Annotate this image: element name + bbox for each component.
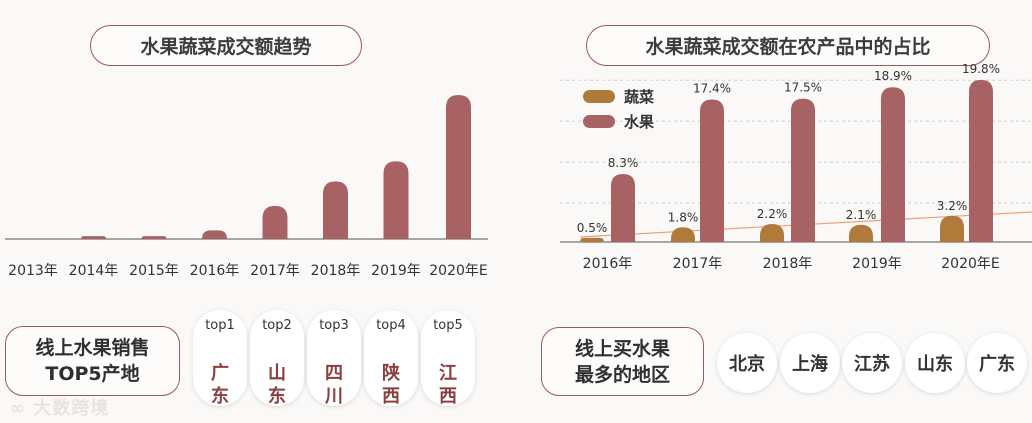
vegetable-bar xyxy=(671,227,695,242)
watermark-logo: ∞ 大数跨境 xyxy=(10,398,110,419)
top5-tag-top3: top3 四川 xyxy=(307,310,361,407)
trend-x-label: 2014年 xyxy=(69,263,119,279)
share-x-label: 2019年 xyxy=(852,256,902,272)
region-circle: 北京 xyxy=(717,333,777,393)
trend-bar xyxy=(141,236,167,239)
top5-rank-label: top1 xyxy=(205,318,235,333)
fruit-bar xyxy=(700,99,724,242)
trend-bar xyxy=(323,181,348,239)
legend-label-vegetable: 蔬菜 xyxy=(624,88,654,106)
trend-bar xyxy=(262,205,288,239)
chart-title-trend: 水果蔬菜成交额趋势 xyxy=(90,25,362,66)
vegetable-bar xyxy=(760,223,784,242)
region-title-box: 线上买水果 最多的地区 xyxy=(541,327,704,396)
fruit-value-label: 17.5% xyxy=(784,81,822,95)
trend-bar xyxy=(81,236,106,239)
chart-title-share: 水果蔬菜成交额在农产品中的占比 xyxy=(586,25,990,66)
fruit-value-label: 8.3% xyxy=(608,156,639,170)
fruit-value-label: 19.8% xyxy=(962,62,1000,76)
top5-title-box: 线上水果销售 TOP5产地 xyxy=(5,326,180,396)
trend-bar xyxy=(202,230,227,239)
legend-swatch-fruit xyxy=(583,115,615,128)
trend-x-label: 2013年 xyxy=(8,263,58,279)
top5-tag-top1: top1 广东 xyxy=(193,310,247,407)
share-x-label: 2017年 xyxy=(673,256,723,272)
top5-rank-label: top4 xyxy=(376,318,406,333)
trend-x-label: 2016年 xyxy=(190,263,240,279)
top5-title-line2: TOP5产地 xyxy=(45,363,140,385)
region-circle: 江苏 xyxy=(842,333,902,393)
vegetable-value-label: 3.2% xyxy=(937,199,968,213)
fruit-value-label: 18.9% xyxy=(874,69,912,83)
trend-x-label: 2015年 xyxy=(129,263,179,279)
share-x-label: 2016年 xyxy=(583,256,633,272)
region-circle: 山东 xyxy=(905,333,965,393)
top5-province-label: 四川 xyxy=(325,363,343,407)
top5-province-label: 陕西 xyxy=(382,363,400,407)
share-x-label: 2020年E xyxy=(941,256,999,272)
top5-province-label: 广东 xyxy=(211,363,229,407)
region-title-line2: 最多的地区 xyxy=(574,363,670,386)
trend-x-label: 2019年 xyxy=(371,263,421,279)
trend-x-label: 2017年 xyxy=(250,263,300,279)
top5-rank-label: top5 xyxy=(433,318,463,333)
vegetable-value-label: 1.8% xyxy=(668,210,699,224)
vegetable-bar xyxy=(940,215,964,242)
legend-label-fruit: 水果 xyxy=(624,113,655,131)
share-x-label: 2018年 xyxy=(763,256,813,272)
trend-bar xyxy=(383,161,409,239)
top5-province-label: 江西 xyxy=(439,363,457,407)
vegetable-value-label: 2.2% xyxy=(757,207,788,221)
top5-rank-label: top2 xyxy=(262,318,292,333)
trend-x-label: 2020年E xyxy=(429,263,487,279)
vegetable-bar xyxy=(849,224,873,242)
region-circle: 广东 xyxy=(967,333,1027,393)
top5-tag-top4: top4 陕西 xyxy=(364,310,418,407)
vegetable-bar xyxy=(580,237,604,242)
legend-swatch-vegetable xyxy=(583,90,615,103)
top5-tag-top5: top5 江西 xyxy=(421,310,475,407)
top5-rank-label: top3 xyxy=(319,318,349,333)
fruit-bar xyxy=(611,174,635,242)
region-circle: 上海 xyxy=(780,333,840,393)
region-title-line1: 线上买水果 xyxy=(574,337,670,360)
vegetable-value-label: 2.1% xyxy=(846,208,877,222)
fruit-value-label: 17.4% xyxy=(693,81,731,95)
trend-x-label: 2018年 xyxy=(311,263,361,279)
fruit-bar xyxy=(881,87,905,242)
top5-province-label: 山东 xyxy=(268,363,286,407)
fruit-bar xyxy=(791,98,815,243)
trend-bar xyxy=(446,95,471,239)
fruit-bar xyxy=(969,79,993,242)
vegetable-value-label: 0.5% xyxy=(577,221,608,235)
top5-tag-top2: top2 山东 xyxy=(250,310,304,407)
top5-title-line1: 线上水果销售 xyxy=(35,337,150,359)
